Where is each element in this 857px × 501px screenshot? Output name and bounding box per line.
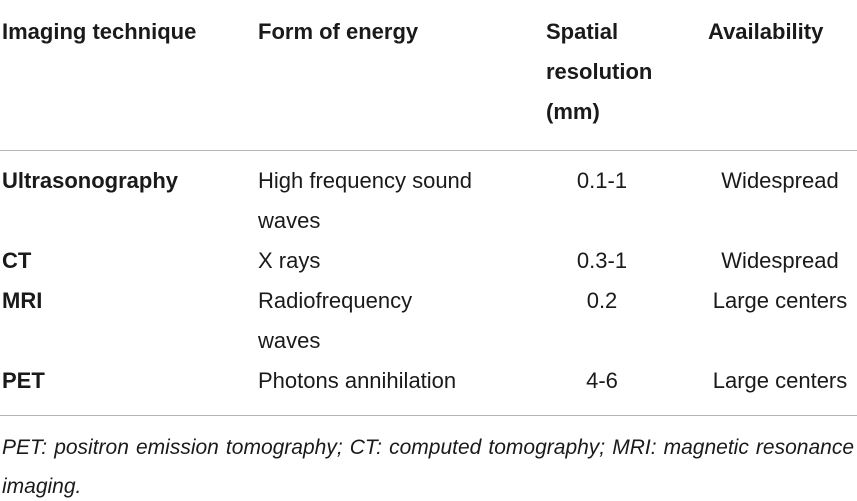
table-cell: 0.1-1 — [576, 168, 628, 193]
table-cell: High frequency sound — [258, 168, 473, 193]
row-label: CT — [2, 248, 32, 273]
header-cell: Availability — [708, 19, 824, 44]
table-cell: 4-6 — [586, 368, 618, 393]
header-cell: Form of energy — [258, 19, 419, 44]
row-label: PET — [2, 368, 45, 393]
table-cell: waves — [258, 328, 321, 353]
header-rule — [0, 150, 857, 151]
header-cell: (mm) — [546, 99, 600, 124]
header-cell: Spatial — [546, 19, 619, 44]
table-cell: Widespread — [721, 248, 839, 273]
table-cell: X rays — [258, 248, 321, 273]
table-cell: Large centers — [712, 368, 848, 393]
table-cell: 0.3-1 — [576, 248, 628, 273]
table-cell: Photons annihilation — [258, 368, 457, 393]
header-cell: resolution — [546, 59, 653, 84]
table-cell: 0.2 — [586, 288, 618, 313]
table-cell: waves — [258, 208, 321, 233]
row-label: MRI — [2, 288, 43, 313]
table-cell: Large centers — [712, 288, 848, 313]
bottom-rule — [0, 415, 857, 416]
footnote: PET: positron emission tomography; CT: c… — [2, 436, 854, 498]
table-cell: Widespread — [721, 168, 839, 193]
header-cell: Imaging technique — [2, 19, 197, 44]
table-cell: Radiofrequency — [258, 288, 413, 313]
row-label: Ultrasonography — [2, 168, 179, 193]
